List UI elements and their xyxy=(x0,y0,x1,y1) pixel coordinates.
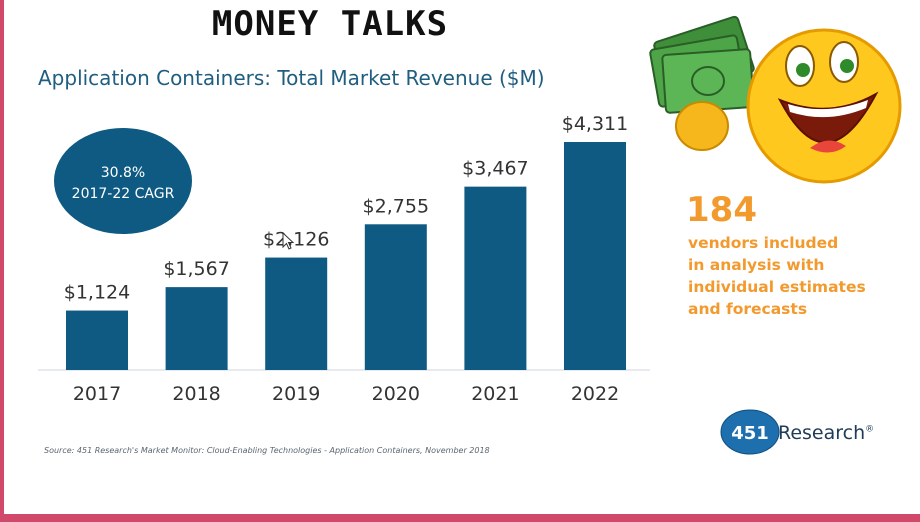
x-tick-label-2020: 2020 xyxy=(372,383,420,405)
cagr-value: 30.8% xyxy=(101,165,145,181)
cagr-label: 2017-22 CAGR xyxy=(72,186,175,202)
source-note: Source: 451 Research's Market Monitor: C… xyxy=(44,446,490,455)
x-tick-label-2018: 2018 xyxy=(172,383,220,405)
bar-2018 xyxy=(165,287,228,370)
x-tick-label-2017: 2017 xyxy=(73,383,121,405)
cagr-badge: 30.8% 2017-22 CAGR xyxy=(54,128,192,234)
vendors-count: 184 xyxy=(686,190,757,230)
value-label-2017: $1,124 xyxy=(64,282,130,304)
bar-2022 xyxy=(564,142,626,370)
value-label-2020: $2,755 xyxy=(363,195,429,217)
logo-word: Research xyxy=(778,422,866,444)
bar-2019 xyxy=(265,257,328,370)
vendors-line: and forecasts xyxy=(688,300,808,318)
vendors-description: vendors included in analysis with indivi… xyxy=(688,232,888,320)
bars-group xyxy=(66,142,626,370)
x-tick-label-2022: 2022 xyxy=(571,383,619,405)
bottom-edge-stripe xyxy=(0,514,920,522)
money-emoji-illustration xyxy=(649,15,902,184)
value-label-2022: $4,311 xyxy=(562,113,628,135)
x-tick-labels-group: 2017 2018 2019 2020 2021 2022 xyxy=(73,383,619,405)
bar-chart: 30.8% 2017-22 CAGR $1,124 $1,567 $2,126 $2,… xyxy=(38,113,650,405)
logo-number: 451 xyxy=(731,423,769,444)
bar-2020 xyxy=(364,224,427,370)
value-label-2019: $2,126 xyxy=(263,229,329,251)
chart-title: Application Containers: Total Market Rev… xyxy=(38,66,545,90)
logo-name: Research® xyxy=(778,422,874,444)
value-label-2021: $3,467 xyxy=(462,158,528,180)
x-tick-label-2019: 2019 xyxy=(272,383,320,405)
research-logo-badge: 451 xyxy=(720,409,780,455)
vendors-line: vendors included xyxy=(688,234,839,252)
left-edge-stripe xyxy=(0,0,4,522)
vendors-line: individual estimates xyxy=(688,278,866,296)
vendors-line: in analysis with xyxy=(688,256,825,274)
x-tick-label-2021: 2021 xyxy=(471,383,519,405)
bar-2017 xyxy=(66,310,128,370)
cagr-badge-ellipse xyxy=(54,128,192,234)
mouse-cursor-icon xyxy=(282,232,295,250)
headline: MONEY TALKS xyxy=(211,4,449,44)
grinning-emoji-icon xyxy=(746,28,902,184)
value-labels-group: $1,124 $1,567 $2,126 $2,755 $3,467 $4,311 xyxy=(64,113,628,304)
money-bills-icon xyxy=(649,15,755,151)
bar-2021 xyxy=(464,186,527,370)
registered-mark: ® xyxy=(865,424,875,435)
value-label-2018: $1,567 xyxy=(163,258,229,280)
